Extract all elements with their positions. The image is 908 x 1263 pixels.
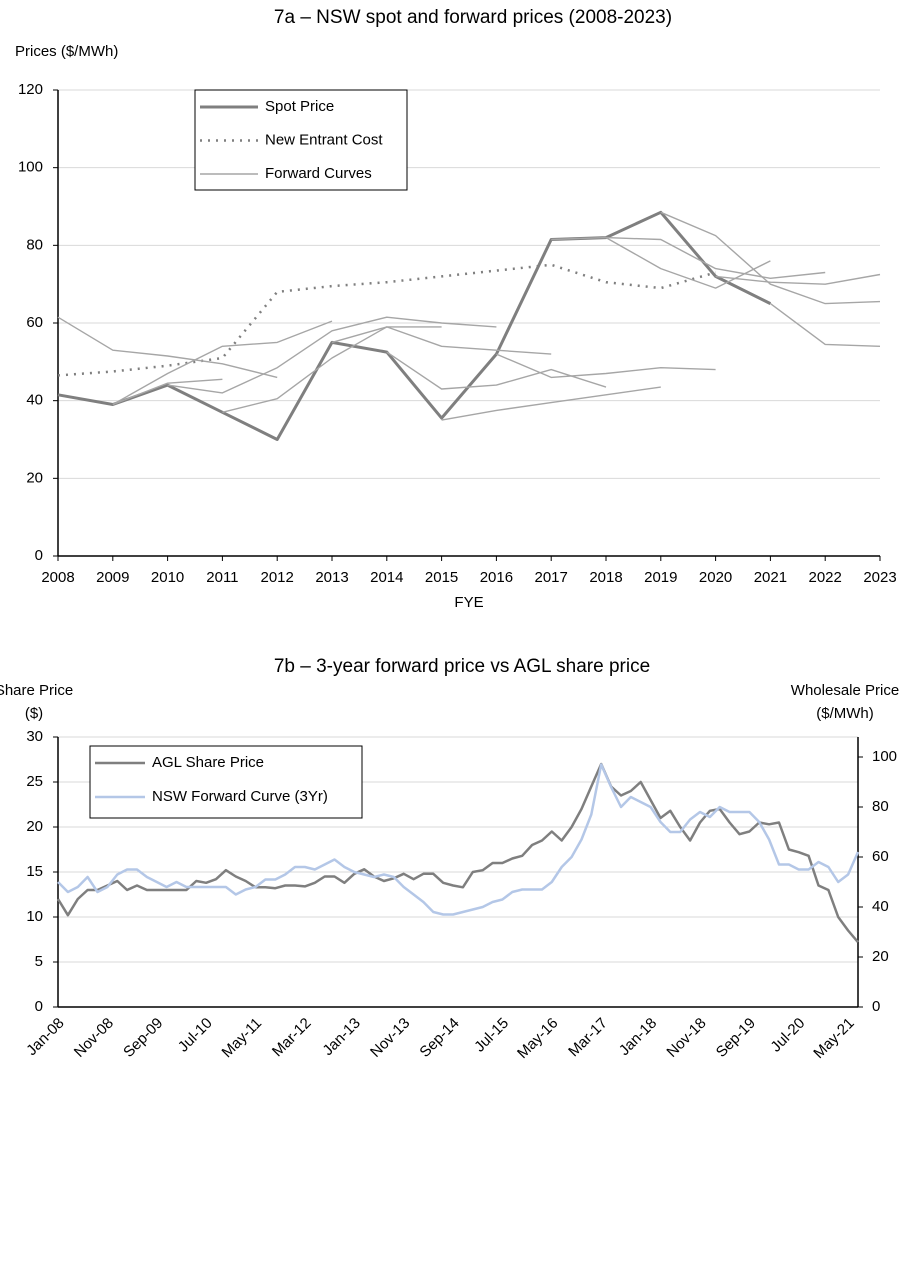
y2-tick-label: 80 [872, 798, 889, 815]
x-tick-label: Jan-18 [616, 1015, 660, 1059]
y-axis-label: Share Price [0, 682, 73, 699]
x-tick-label: Jul-10 [175, 1015, 216, 1056]
x-tick-label: 2017 [535, 569, 568, 586]
x-tick-label: 2012 [261, 569, 294, 586]
series-line [441, 386, 661, 421]
x-tick-label: Mar-12 [269, 1015, 315, 1061]
series-line [386, 351, 607, 390]
x-tick-label: 2013 [315, 569, 348, 586]
series-line [167, 316, 497, 394]
x-tick-label: Nov-18 [663, 1015, 709, 1061]
legend-label: Forward Curves [265, 165, 372, 182]
legend-box [89, 745, 363, 819]
x-tick-label: Nov-13 [367, 1015, 413, 1061]
y-axis-label: Prices ($/MWh) [15, 43, 118, 60]
y2-tick-label: 40 [872, 898, 889, 915]
x-tick-label: Jan-08 [23, 1015, 67, 1059]
x-tick-label: 2019 [644, 569, 677, 586]
y2-tick-label: 20 [872, 948, 889, 965]
series-line [57, 263, 716, 377]
x-tick-label: 2021 [754, 569, 787, 586]
legend-label: New Entrant Cost [265, 131, 383, 148]
x-tick-label: May-11 [219, 1015, 266, 1062]
x-axis-label: FYE [454, 594, 483, 611]
x-tick-label: Jul-20 [767, 1015, 808, 1056]
y-tick-label: 80 [26, 236, 43, 253]
legend-label: AGL Share Price [152, 754, 264, 771]
y-tick-label: 10 [26, 908, 43, 925]
x-tick-label: Mar-17 [565, 1015, 611, 1061]
x-tick-label: Jan-13 [319, 1015, 363, 1059]
y-tick-label: 15 [26, 863, 43, 880]
y-tick-label: 25 [26, 773, 43, 790]
x-tick-label: Sep-14 [416, 1015, 462, 1061]
y2-tick-label: 60 [872, 848, 889, 865]
y2-tick-label: 100 [872, 748, 897, 765]
y-tick-label: 120 [18, 81, 43, 98]
y-tick-label: 20 [26, 818, 43, 835]
series-line [331, 326, 552, 355]
x-tick-label: 2018 [589, 569, 622, 586]
y-tick-label: 40 [26, 392, 43, 409]
series-line [56, 762, 859, 944]
legend-label: NSW Forward Curve (3Yr) [152, 788, 328, 805]
x-tick-label: May-16 [514, 1015, 561, 1062]
y-tick-label: 100 [18, 159, 43, 176]
x-tick-label: 2020 [699, 569, 732, 586]
x-tick-label: Jul-15 [471, 1015, 512, 1056]
x-tick-label: 2015 [425, 569, 458, 586]
x-tick-label: Sep-19 [713, 1015, 759, 1061]
series-line [496, 353, 716, 379]
y-tick-label: 0 [35, 998, 43, 1015]
x-tick-label: May-21 [810, 1015, 857, 1062]
x-tick-label: Nov-08 [71, 1015, 117, 1061]
y2-axis-label: Wholesale Price [791, 682, 899, 699]
y-axis-label: ($) [25, 705, 43, 722]
series-line [715, 273, 881, 285]
series-line [769, 303, 881, 347]
series-line [112, 378, 223, 406]
series-line [660, 211, 881, 305]
x-tick-label: 2009 [96, 569, 129, 586]
y2-axis-label: ($/MWh) [816, 705, 874, 722]
y2-tick-label: 0 [872, 998, 880, 1015]
series-line [57, 210, 772, 441]
x-tick-label: 2014 [370, 569, 403, 586]
series-line [222, 326, 442, 413]
series-line [57, 763, 860, 916]
y-tick-label: 0 [35, 547, 43, 564]
x-tick-label: 2011 [206, 569, 238, 586]
y-tick-label: 20 [26, 469, 43, 486]
y-tick-label: 30 [26, 728, 43, 745]
legend-label: Spot Price [265, 98, 334, 115]
x-tick-label: 2008 [41, 569, 74, 586]
chart-title: 7b – 3-year forward price vs AGL share p… [274, 656, 650, 677]
series-line [605, 236, 771, 289]
x-tick-label: 2010 [151, 569, 184, 586]
x-tick-label: Sep-09 [120, 1015, 166, 1061]
x-tick-label: 2023 [863, 569, 896, 586]
series-line [112, 320, 333, 406]
chart-title: 7a – NSW spot and forward prices (2008-2… [274, 7, 672, 28]
series-line [57, 316, 278, 379]
x-tick-label: 2016 [480, 569, 513, 586]
y-tick-label: 5 [35, 953, 43, 970]
x-tick-label: 2022 [809, 569, 842, 586]
y-tick-label: 60 [26, 314, 43, 331]
series-line [551, 236, 826, 279]
